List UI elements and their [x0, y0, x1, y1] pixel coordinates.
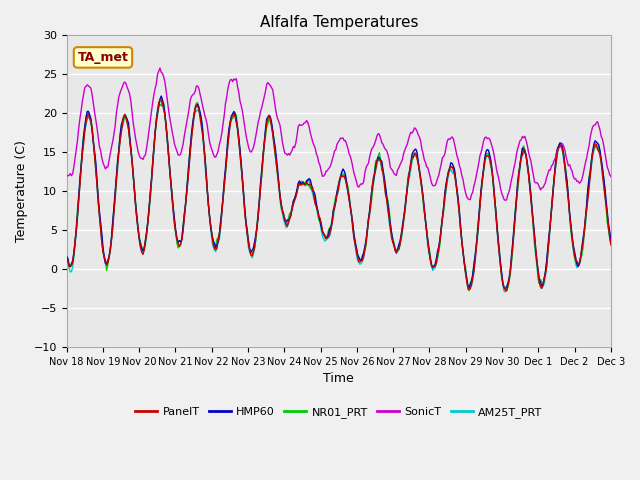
AM25T_PRT [601, 191, 609, 197]
HMP60 [371, 171, 378, 177]
Line: SonicT: SonicT [67, 68, 611, 200]
NR01_PRT [154, 112, 161, 118]
SonicT [502, 197, 509, 203]
AM25T_PRT [156, 98, 164, 104]
PanelT [124, 120, 131, 126]
HMP60 [607, 237, 614, 243]
Y-axis label: Temperature (C): Temperature (C) [15, 140, 28, 242]
SonicT [607, 174, 614, 180]
NR01_PRT [159, 99, 166, 105]
AM25T_PRT [63, 252, 70, 258]
NR01_PRT [607, 242, 614, 248]
PanelT [586, 173, 594, 179]
HMP60 [601, 185, 609, 191]
NR01_PRT [503, 288, 511, 294]
PanelT [458, 238, 466, 243]
SonicT [586, 134, 594, 140]
PanelT [601, 192, 609, 198]
AM25T_PRT [586, 172, 594, 178]
NR01_PRT [63, 253, 70, 259]
NR01_PRT [371, 169, 378, 175]
PanelT [154, 110, 161, 116]
Text: TA_met: TA_met [77, 51, 129, 64]
NR01_PRT [124, 118, 131, 123]
PanelT [63, 254, 70, 260]
Line: NR01_PRT: NR01_PRT [67, 102, 611, 291]
Line: PanelT: PanelT [67, 99, 611, 291]
SonicT [371, 141, 378, 147]
SonicT [156, 65, 164, 71]
HMP60 [157, 93, 165, 99]
PanelT [157, 96, 165, 102]
AM25T_PRT [607, 240, 614, 246]
NR01_PRT [458, 237, 466, 243]
NR01_PRT [586, 167, 594, 173]
Title: Alfalfa Temperatures: Alfalfa Temperatures [259, 15, 418, 30]
HMP60 [586, 169, 594, 175]
AM25T_PRT [458, 239, 466, 245]
SonicT [124, 85, 131, 91]
HMP60 [154, 108, 161, 114]
HMP60 [502, 286, 509, 291]
Legend: PanelT, HMP60, NR01_PRT, SonicT, AM25T_PRT: PanelT, HMP60, NR01_PRT, SonicT, AM25T_P… [131, 402, 547, 422]
AM25T_PRT [154, 106, 161, 111]
HMP60 [458, 238, 466, 244]
SonicT [154, 72, 161, 77]
SonicT [63, 173, 70, 179]
PanelT [503, 288, 511, 294]
Line: AM25T_PRT: AM25T_PRT [67, 101, 611, 292]
PanelT [607, 242, 614, 248]
SonicT [458, 173, 466, 179]
PanelT [371, 171, 378, 177]
Line: HMP60: HMP60 [67, 96, 611, 288]
SonicT [601, 149, 609, 155]
AM25T_PRT [124, 120, 131, 125]
HMP60 [63, 253, 70, 259]
NR01_PRT [601, 185, 609, 191]
AM25T_PRT [502, 289, 509, 295]
HMP60 [124, 117, 131, 122]
X-axis label: Time: Time [323, 372, 354, 385]
AM25T_PRT [371, 173, 378, 179]
